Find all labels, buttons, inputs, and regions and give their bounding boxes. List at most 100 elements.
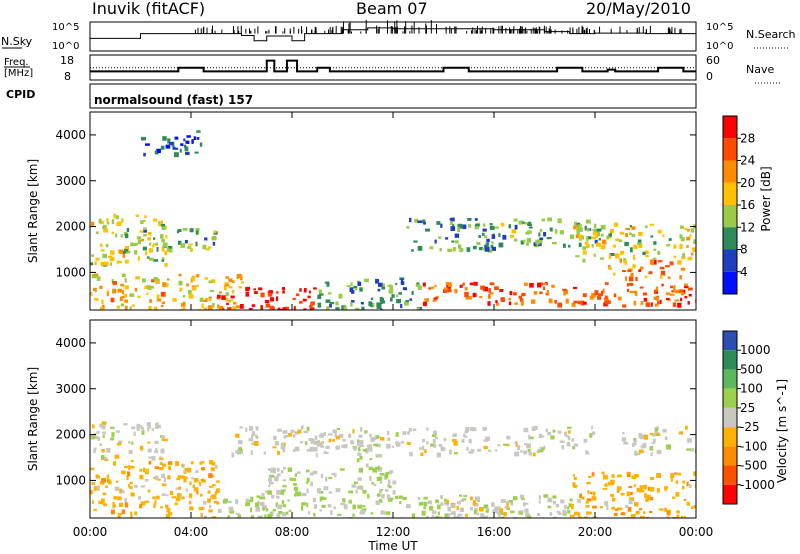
- heatmap-cell: [102, 226, 106, 230]
- heatmap-cell: [589, 295, 595, 300]
- heatmap-cell: [160, 448, 165, 454]
- heatmap-cell: [556, 510, 561, 513]
- heatmap-cell: [539, 446, 542, 451]
- heatmap-cell: [294, 491, 298, 496]
- heatmap-cell: [508, 301, 512, 306]
- heatmap-cell: [462, 282, 465, 286]
- heatmap-cell: [599, 505, 603, 509]
- heatmap-cell: [120, 283, 125, 287]
- heatmap-cell: [582, 250, 587, 255]
- heatmap-cell: [182, 227, 188, 231]
- heatmap-cell: [93, 486, 97, 491]
- heatmap-cell: [186, 135, 191, 138]
- heatmap-cell: [116, 305, 121, 309]
- freq-panel: Freq. [MHz] 18 8 60 0 Nave: [4, 54, 780, 84]
- heatmap-cell: [689, 256, 693, 261]
- heatmap-cell: [638, 269, 642, 272]
- heatmap-cell: [633, 484, 637, 487]
- heatmap-cell: [114, 233, 118, 238]
- heatmap-cell: [192, 286, 197, 291]
- heatmap-cell: [151, 456, 156, 461]
- heatmap-cell: [686, 236, 691, 241]
- heatmap-cell: [570, 504, 574, 510]
- heatmap-cell: [386, 430, 390, 436]
- heatmap-cell: [196, 284, 199, 287]
- heatmap-cell: [552, 429, 556, 433]
- heatmap-cell: [308, 438, 314, 441]
- heatmap-cell: [655, 433, 660, 436]
- heatmap-cell: [137, 256, 140, 261]
- sky-left-label: N.Sky: [1, 35, 33, 48]
- heatmap-cell: [626, 283, 629, 287]
- heatmap-cell: [670, 473, 675, 478]
- heatmap-cell: [600, 257, 604, 260]
- heatmap-cell: [632, 254, 636, 260]
- heatmap-cell: [569, 498, 573, 502]
- colorbar-tick-label: 20: [740, 176, 755, 190]
- heatmap-cell: [591, 496, 597, 501]
- heatmap-cell: [154, 440, 159, 445]
- heatmap-cell: [642, 251, 646, 256]
- colorbar-swatch: [723, 116, 737, 139]
- heatmap-cell: [188, 294, 194, 299]
- heatmap-cell: [335, 307, 340, 310]
- heatmap-cell: [684, 227, 688, 231]
- heatmap-cell: [250, 496, 254, 502]
- heatmap-cell: [457, 244, 462, 249]
- heatmap-cell: [541, 218, 545, 222]
- heatmap-cell: [317, 294, 322, 300]
- heatmap-cell: [269, 468, 275, 473]
- heatmap-cell: [216, 297, 220, 300]
- heatmap-cell: [276, 495, 280, 499]
- heatmap-cell: [136, 423, 141, 429]
- heatmap-cell: [627, 269, 632, 273]
- heatmap-cell: [559, 440, 565, 443]
- heatmap-cell: [504, 506, 508, 509]
- heatmap-cell: [227, 306, 232, 310]
- heatmap-cell: [359, 440, 364, 445]
- heatmap-cell: [163, 477, 167, 483]
- heatmap-cell: [210, 467, 214, 470]
- heatmap-cell: [501, 516, 505, 518]
- heatmap-cell: [293, 483, 297, 486]
- heatmap-cell: [438, 443, 442, 447]
- heatmap-cell: [157, 148, 161, 154]
- colorbar-tick-label: -25: [740, 420, 760, 434]
- heatmap-cell: [626, 491, 631, 497]
- heatmap-cell: [183, 138, 186, 142]
- heatmap-cell: [280, 491, 284, 495]
- heatmap-cell: [435, 499, 440, 504]
- heatmap-cell: [100, 220, 104, 225]
- heatmap-cell: [360, 426, 363, 432]
- heatmap-cell: [519, 298, 524, 302]
- heatmap-cell: [168, 461, 173, 465]
- heatmap-cell: [447, 506, 451, 512]
- heatmap-cell: [474, 496, 480, 502]
- heatmap-cell: [140, 220, 144, 224]
- heatmap-cell: [446, 515, 450, 518]
- heatmap-cell: [384, 489, 389, 492]
- heatmap-cell: [196, 230, 199, 235]
- heatmap-cell: [473, 509, 477, 515]
- heatmap-cell: [143, 227, 147, 231]
- heatmap-cell: [563, 289, 568, 295]
- heatmap-cell: [273, 435, 277, 441]
- heatmap-cell: [142, 246, 147, 251]
- heatmap-cell: [250, 515, 255, 518]
- heatmap-cell: [463, 433, 466, 438]
- heatmap-cell: [357, 447, 361, 452]
- heatmap-cell: [460, 499, 465, 502]
- heatmap-cell: [619, 258, 623, 263]
- velocity-cbar-label: Velocity [m s^-1]: [775, 379, 789, 483]
- heatmap-cell: [469, 496, 474, 501]
- heatmap-cell: [521, 498, 525, 501]
- heatmap-cell: [438, 236, 442, 239]
- heatmap-cell: [672, 496, 676, 499]
- heatmap-cell: [508, 297, 512, 301]
- heatmap-cell: [177, 229, 182, 232]
- heatmap-cell: [272, 508, 277, 512]
- heatmap-cell: [228, 506, 234, 512]
- heatmap-cell: [330, 510, 333, 515]
- heatmap-cell: [395, 495, 399, 500]
- heatmap-cell: [617, 474, 622, 478]
